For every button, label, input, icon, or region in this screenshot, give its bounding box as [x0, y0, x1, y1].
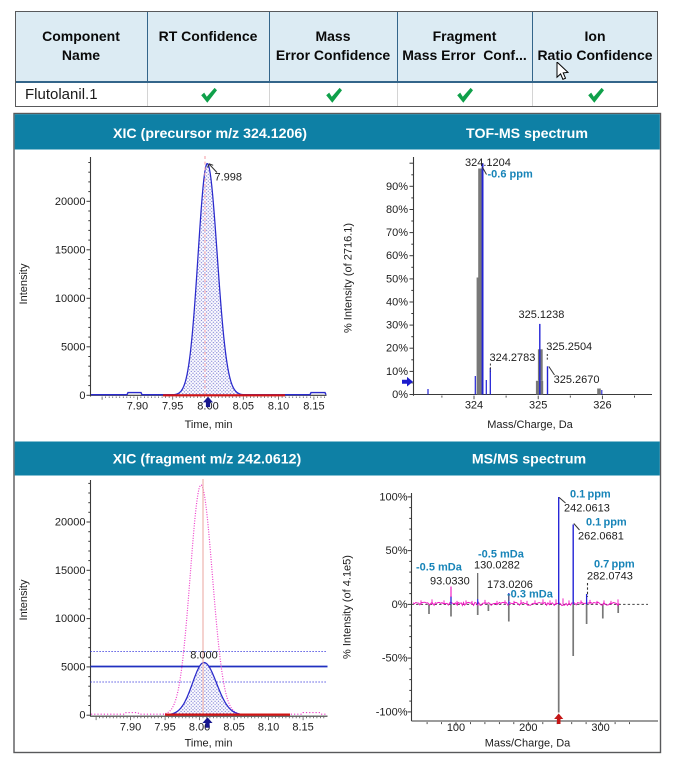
- svg-text:324: 324: [465, 400, 483, 412]
- svg-text:50%: 50%: [385, 545, 407, 557]
- svg-text:XIC (fragment m/z 242.0612): XIC (fragment m/z 242.0612): [113, 452, 302, 468]
- svg-text:325.2670: 325.2670: [554, 374, 600, 386]
- svg-text:10000: 10000: [55, 293, 86, 305]
- svg-text:8.10: 8.10: [258, 722, 279, 734]
- svg-text:7.90: 7.90: [120, 722, 141, 734]
- svg-text:Intensity: Intensity: [18, 263, 30, 304]
- svg-text:7.95: 7.95: [162, 401, 183, 413]
- svg-text:MS/MS spectrum: MS/MS spectrum: [472, 452, 586, 468]
- svg-text:7.998: 7.998: [215, 172, 243, 184]
- svg-text:130.0282: 130.0282: [474, 560, 520, 572]
- svg-text:Mass/Charge, Da: Mass/Charge, Da: [487, 419, 573, 431]
- svg-text:Time, min: Time, min: [185, 738, 233, 750]
- svg-text:0.7 ppm: 0.7 ppm: [594, 559, 635, 571]
- svg-text:% Intensity (of 4.1e5): % Intensity (of 4.1e5): [342, 555, 354, 659]
- svg-text:70%: 70%: [386, 227, 408, 239]
- svg-text:242.0613: 242.0613: [564, 503, 610, 515]
- svg-text:50%: 50%: [386, 273, 408, 285]
- svg-text:90%: 90%: [386, 181, 408, 193]
- svg-text:15000: 15000: [55, 565, 86, 577]
- svg-text:20%: 20%: [386, 343, 408, 355]
- svg-text:325.1238: 325.1238: [519, 309, 565, 321]
- svg-text:-100%: -100%: [376, 706, 408, 718]
- svg-text:326: 326: [593, 400, 611, 412]
- svg-text:20000: 20000: [55, 196, 86, 208]
- svg-text:5000: 5000: [61, 341, 85, 353]
- svg-text:8.10: 8.10: [268, 401, 289, 413]
- svg-text:0: 0: [79, 710, 85, 722]
- svg-text:300: 300: [591, 722, 609, 734]
- svg-text:Intensity: Intensity: [18, 579, 30, 620]
- svg-text:10000: 10000: [55, 613, 86, 625]
- svg-text:0: 0: [79, 390, 85, 402]
- svg-text:324.2783: 324.2783: [490, 352, 536, 364]
- svg-text:173.0206: 173.0206: [487, 579, 533, 591]
- svg-text:0.1 ppm: 0.1 ppm: [570, 489, 611, 501]
- svg-text:262.0681: 262.0681: [578, 531, 624, 543]
- svg-text:XIC (precursor m/z 324.1206): XIC (precursor m/z 324.1206): [113, 126, 307, 142]
- svg-text:20000: 20000: [55, 517, 86, 529]
- svg-text:60%: 60%: [386, 250, 408, 262]
- svg-text:-0.5 mDa: -0.5 mDa: [478, 549, 525, 561]
- svg-text:100%: 100%: [379, 491, 407, 503]
- svg-text:0%: 0%: [392, 599, 408, 611]
- svg-text:8.15: 8.15: [292, 722, 313, 734]
- svg-text:% Intensity (of 2716.1): % Intensity (of 2716.1): [343, 223, 355, 333]
- svg-text:-50%: -50%: [382, 653, 408, 665]
- svg-text:93.0330: 93.0330: [430, 576, 470, 588]
- svg-text:8.05: 8.05: [233, 401, 254, 413]
- svg-text:40%: 40%: [386, 297, 408, 309]
- svg-text:15000: 15000: [55, 244, 86, 256]
- svg-text:325.2504: 325.2504: [546, 341, 592, 353]
- svg-text:-0.5 mDa: -0.5 mDa: [416, 562, 463, 574]
- svg-text:282.0743: 282.0743: [587, 571, 633, 583]
- svg-text:7.95: 7.95: [154, 722, 175, 734]
- svg-text:80%: 80%: [386, 204, 408, 216]
- svg-text:Time, min: Time, min: [185, 419, 233, 431]
- svg-text:30%: 30%: [386, 320, 408, 332]
- svg-text:325: 325: [529, 400, 547, 412]
- svg-text:324.1204: 324.1204: [465, 157, 511, 169]
- svg-text:8.15: 8.15: [303, 401, 324, 413]
- svg-text:-0.3 mDa: -0.3 mDa: [507, 589, 554, 601]
- svg-text:Mass/Charge, Da: Mass/Charge, Da: [485, 738, 571, 750]
- svg-text:0%: 0%: [392, 389, 408, 401]
- svg-text:100: 100: [447, 722, 465, 734]
- svg-text:8.00: 8.00: [189, 722, 210, 734]
- svg-text:8.05: 8.05: [223, 722, 244, 734]
- svg-text:-0.6 ppm: -0.6 ppm: [488, 169, 533, 181]
- svg-text:10%: 10%: [386, 366, 408, 378]
- svg-text:TOF-MS spectrum: TOF-MS spectrum: [466, 126, 588, 142]
- svg-text:7.90: 7.90: [127, 401, 148, 413]
- svg-text:5000: 5000: [61, 661, 85, 673]
- svg-text:8.000: 8.000: [190, 650, 218, 662]
- svg-text:0.1 ppm: 0.1 ppm: [586, 517, 627, 529]
- svg-text:200: 200: [519, 722, 537, 734]
